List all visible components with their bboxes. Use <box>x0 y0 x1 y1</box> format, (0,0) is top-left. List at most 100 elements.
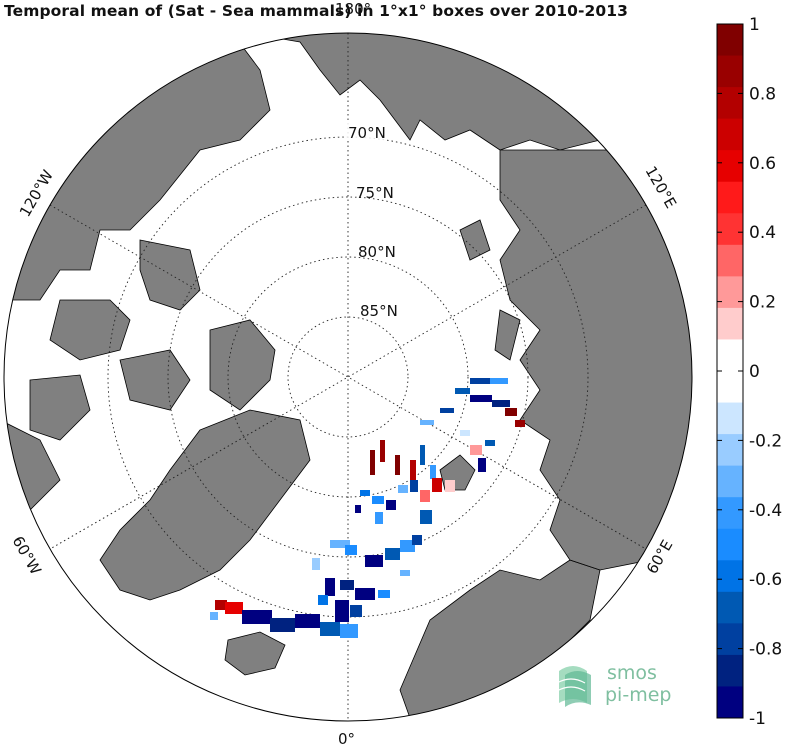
data-box <box>410 480 418 492</box>
data-box <box>320 622 340 636</box>
lon-label-top: 180° <box>335 0 371 18</box>
colorbar-swatch <box>717 276 743 309</box>
data-box <box>340 624 358 638</box>
data-boxes <box>210 378 525 638</box>
lat-circle-80 <box>227 256 469 498</box>
data-box <box>410 460 416 482</box>
data-box <box>485 440 495 446</box>
colorbar-swatch <box>717 213 743 246</box>
data-box <box>355 588 375 600</box>
land-canada-arch-3 <box>119 349 191 411</box>
data-box <box>430 465 436 479</box>
colorbar-tick-label: -0.8 <box>749 640 782 660</box>
data-box <box>400 540 415 552</box>
colorbar-swatch <box>717 181 743 214</box>
data-box <box>318 595 328 605</box>
data-box <box>432 478 442 492</box>
data-box <box>325 578 335 596</box>
colorbar-swatch <box>717 24 743 57</box>
colorbar-tick-label: 0 <box>749 362 760 382</box>
colorbar-tick-label: 0.2 <box>749 293 776 313</box>
colorbar-tick-label: -0.2 <box>749 431 782 451</box>
data-box <box>385 548 400 560</box>
data-box <box>478 458 486 472</box>
data-box <box>420 420 434 425</box>
data-box <box>365 555 383 567</box>
data-box <box>400 570 410 576</box>
colorbar-tick-label: -0.4 <box>749 501 782 521</box>
data-box <box>470 395 492 402</box>
data-box <box>460 430 470 436</box>
data-box <box>225 602 243 614</box>
latitude-labels: 70°N 75°N 80°N 85°N <box>345 123 398 320</box>
data-box <box>345 545 357 555</box>
data-box <box>490 378 508 384</box>
colorbar-tick-label: -1 <box>749 709 766 729</box>
data-box <box>398 485 408 493</box>
colorbar-swatch <box>717 87 743 120</box>
colorbar-swatch <box>717 497 743 530</box>
colorbar-ticks: 1 0.8 0.6 0.4 0.2 0 -0.2 -0.4 -0.6 -0.8 -1 <box>717 15 782 729</box>
data-box <box>445 480 455 492</box>
colorbar-swatch <box>717 465 743 498</box>
data-box <box>395 455 400 475</box>
data-box <box>386 500 396 510</box>
map-outline <box>3 32 693 722</box>
colorbar-swatch <box>717 591 743 624</box>
land-canada-arch-2 <box>49 299 131 361</box>
data-box <box>270 618 295 632</box>
data-box <box>420 445 425 465</box>
data-box <box>215 600 227 610</box>
data-box <box>312 558 320 570</box>
data-box <box>420 510 432 524</box>
data-box <box>335 600 349 622</box>
data-box <box>515 420 525 427</box>
colorbar-swatch <box>717 307 743 340</box>
colorbar-tick-label: 1 <box>749 15 760 35</box>
logo-line-1: smos <box>607 662 657 684</box>
lat-label-85: 85°N <box>360 302 398 320</box>
data-box <box>360 490 370 496</box>
data-box <box>355 505 361 513</box>
data-box <box>242 610 272 624</box>
colorbar-swatch <box>717 118 743 151</box>
lat-label-75: 75°N <box>356 184 394 202</box>
colorbar-swatch <box>717 654 743 687</box>
colorbar-swatch <box>717 55 743 88</box>
colorbar-swatch <box>717 623 743 656</box>
data-box <box>330 540 350 548</box>
smos-pi-mep-logo: smos pi-mep <box>556 662 671 707</box>
colorbar-swatch <box>717 339 743 372</box>
lat-circle-75 <box>167 196 529 558</box>
logo-line-2: pi-mep <box>605 684 671 706</box>
data-box <box>340 580 354 590</box>
lat-label-80: 80°N <box>358 243 396 261</box>
data-box <box>440 408 454 413</box>
data-box <box>380 440 385 462</box>
lat-label-70: 70°N <box>348 124 386 142</box>
colorbar-swatch <box>717 371 743 404</box>
colorbar-tick-label: 0.4 <box>749 223 776 243</box>
data-box <box>455 388 470 394</box>
land-iceland <box>224 631 286 676</box>
land-canada-arch-5 <box>29 374 91 441</box>
land-russia <box>499 149 692 571</box>
data-box <box>492 400 510 407</box>
colorbar-swatch <box>717 560 743 593</box>
data-box <box>370 450 375 475</box>
colorbar-swatch <box>717 686 743 719</box>
land-severnaya <box>459 219 491 261</box>
colorbar-swatch <box>717 528 743 561</box>
colorbar-tick-label: 0.6 <box>749 154 776 174</box>
data-box <box>505 408 517 416</box>
data-box <box>470 445 482 455</box>
data-box <box>412 535 422 545</box>
map-title: Temporal mean of (Sat - Sea mammals) in … <box>4 2 629 20</box>
colorbar-swatches <box>717 24 743 719</box>
data-box <box>372 496 384 504</box>
data-box <box>210 612 218 620</box>
colorbar-swatch <box>717 150 743 183</box>
colorbar-tick-label: -0.6 <box>749 570 782 590</box>
lon-label-bottom: 0° <box>338 730 355 746</box>
